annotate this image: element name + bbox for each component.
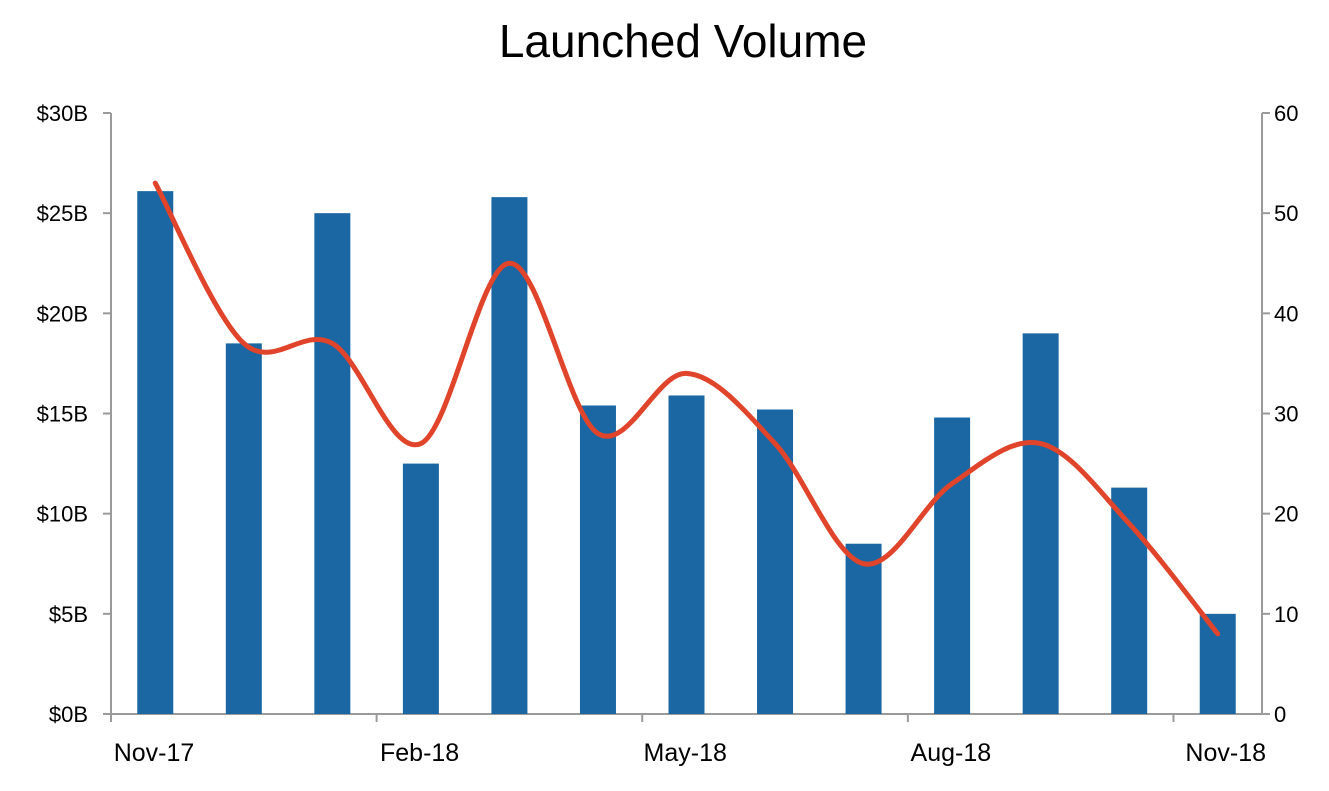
- bar: [314, 213, 351, 714]
- left-axis-tick-label: $30B: [37, 101, 88, 126]
- x-axis-tick-label: Aug-18: [911, 739, 992, 767]
- right-axis-tick-label: 20: [1274, 502, 1298, 527]
- left-axis-tick-label: $20B: [37, 301, 88, 326]
- bar: [1199, 613, 1236, 714]
- chart-title: Launched Volume: [498, 15, 868, 67]
- bar: [845, 543, 882, 714]
- left-axis-tick-label: $10B: [37, 502, 88, 527]
- bar: [1022, 333, 1059, 714]
- bar: [137, 191, 174, 714]
- bar: [757, 409, 794, 714]
- right-axis-tick-label: 60: [1274, 101, 1298, 126]
- bar: [934, 417, 971, 714]
- right-axis-tick-label: 10: [1274, 602, 1298, 627]
- x-axis-tick-label: Nov-17: [114, 739, 195, 767]
- x-axis-tick-label: Nov-18: [1185, 739, 1266, 767]
- left-axis-tick-label: $25B: [37, 201, 88, 226]
- left-axis-tick-label: $5B: [49, 602, 88, 627]
- right-axis-tick-label: 40: [1274, 301, 1298, 326]
- bar-series: [137, 191, 1236, 714]
- left-axis-tick-label: $15B: [37, 402, 88, 427]
- line-series: [152, 180, 1221, 637]
- bar: [579, 405, 616, 714]
- right-axis-tick-label: 0: [1274, 702, 1286, 727]
- x-axis-tick-label: Feb-18: [380, 739, 459, 767]
- right-axis-tick-label: 30: [1274, 402, 1298, 427]
- right-axis-tick-label: 50: [1274, 201, 1298, 226]
- bar: [402, 463, 439, 714]
- bar: [491, 197, 528, 714]
- left-axis-tick-label: $0B: [49, 702, 88, 727]
- bar: [225, 343, 262, 714]
- bar: [668, 395, 705, 714]
- x-axis-tick-label: May-18: [644, 739, 727, 767]
